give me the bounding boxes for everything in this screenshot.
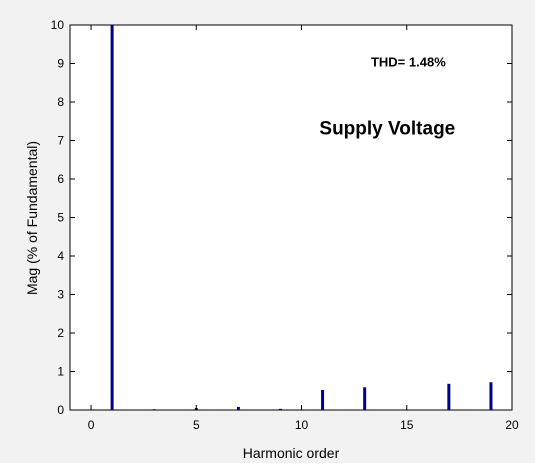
y-tick-label: 10 [51,18,65,32]
y-tick-label: 2 [57,326,64,340]
x-axis-ticks: 0 5 10 15 20 [88,25,519,432]
supply-voltage-annotation: Supply Voltage [319,119,455,140]
y-tick-label: 7 [57,134,64,148]
y-tick-label: 9 [57,57,64,71]
bar-h7 [236,406,240,410]
y-tick-label: 5 [57,211,64,225]
bar-h11 [321,389,325,410]
y-tick-label: 1 [57,365,64,379]
bar-h13 [363,387,367,410]
x-tick-label: 5 [193,418,200,432]
annotations: THD= 1.48% Supply Voltage [319,55,455,140]
bar-h17 [447,383,451,410]
y-tick-label: 8 [57,95,64,109]
x-tick-label: 20 [505,418,519,432]
x-tick-label: 10 [295,418,309,432]
y-axis-ticks: 0 1 2 3 4 5 6 7 8 9 10 [51,18,512,417]
plot-area [69,24,513,411]
thd-annotation: THD= 1.48% [371,55,446,70]
y-axis-label: Mag (% of Fundamental) [24,141,40,295]
bar-h3 [152,409,156,410]
x-tick-label: 0 [88,418,95,432]
x-tick-label: 15 [400,418,414,432]
bar-h1 [110,25,114,410]
bar-h9 [278,408,282,410]
bar-h19 [489,382,493,410]
y-tick-label: 4 [57,249,64,263]
y-tick-label: 3 [57,288,64,302]
y-tick-label: 0 [57,403,64,417]
y-tick-label: 6 [57,172,64,186]
x-axis-label: Harmonic order [243,445,340,461]
